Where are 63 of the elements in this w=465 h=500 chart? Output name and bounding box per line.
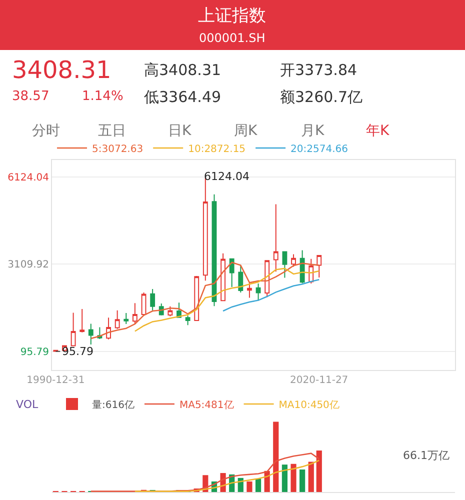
- text: 1.14%: [82, 89, 124, 104]
- bar: [282, 464, 288, 492]
- bar: [246, 481, 252, 492]
- line-series: [90, 262, 320, 340]
- annotation: 95.79: [62, 345, 94, 358]
- candlestick: [282, 251, 288, 278]
- legend-label: MA10:450亿: [278, 400, 340, 411]
- legend-label: 量:616亿: [92, 400, 134, 411]
- text: 低3364.49: [144, 88, 222, 106]
- y-tick-label: 3109.92: [8, 260, 49, 271]
- line-series: [222, 278, 320, 312]
- candlestick: [273, 204, 278, 272]
- candlestick: [264, 260, 270, 298]
- candlestick: [88, 323, 94, 346]
- candlestick: [70, 312, 76, 346]
- annotation: 6124.04: [204, 170, 250, 183]
- y-tick-label: 6124.04: [8, 172, 49, 184]
- text: 额3260.7亿: [280, 88, 362, 106]
- text: 年K: [366, 123, 390, 139]
- x-tick-label: 2020-11-27: [290, 375, 348, 386]
- candlestick: [132, 302, 138, 324]
- candlestick: [150, 288, 156, 311]
- legend-label: 5:3072.63: [92, 144, 144, 155]
- bar: [255, 478, 262, 492]
- chart-subtitle: 000001.SH: [199, 31, 266, 45]
- candlestick: [212, 194, 217, 307]
- legend-label: 20:2574.66: [290, 144, 348, 155]
- candlestick: [229, 258, 234, 288]
- candlestick: [194, 275, 200, 322]
- text: 38.57: [12, 89, 50, 104]
- bar: [273, 422, 279, 492]
- chart-title: 上证指数: [198, 6, 266, 26]
- legend-label: MA5:481亿: [179, 400, 234, 411]
- candlestick: [106, 317, 111, 340]
- text: 3408.31: [12, 56, 112, 84]
- candlestick: [316, 254, 322, 278]
- candlestick: [80, 308, 85, 333]
- text: 月K: [301, 123, 325, 139]
- y-tick-label: 95.79: [20, 346, 49, 358]
- candlestick: [238, 264, 244, 293]
- text: 高3408.31: [144, 61, 222, 79]
- text: 五日: [98, 123, 126, 139]
- text: 周K: [234, 123, 258, 139]
- bar: [308, 462, 314, 492]
- candlestick: [185, 315, 190, 326]
- candlestick: [256, 283, 261, 302]
- text: 日K: [168, 123, 192, 139]
- candlestick: [220, 252, 226, 302]
- line-series: [134, 268, 320, 332]
- bar: [300, 470, 306, 492]
- x-tick-label: 1990-12-31: [26, 375, 85, 386]
- legend-label: 10:2872.15: [188, 144, 246, 155]
- candlestick: [114, 310, 120, 330]
- text: 分时: [32, 123, 60, 139]
- annotation: 66.1万亿: [403, 449, 450, 462]
- bar: [290, 464, 296, 492]
- candlestick: [124, 312, 129, 325]
- text: 开3373.84: [280, 61, 358, 79]
- candlestick: [291, 254, 296, 268]
- bar: [316, 450, 322, 492]
- chart-title: VOL: [16, 398, 39, 411]
- candlestick: [168, 306, 173, 317]
- candlestick: [247, 282, 252, 298]
